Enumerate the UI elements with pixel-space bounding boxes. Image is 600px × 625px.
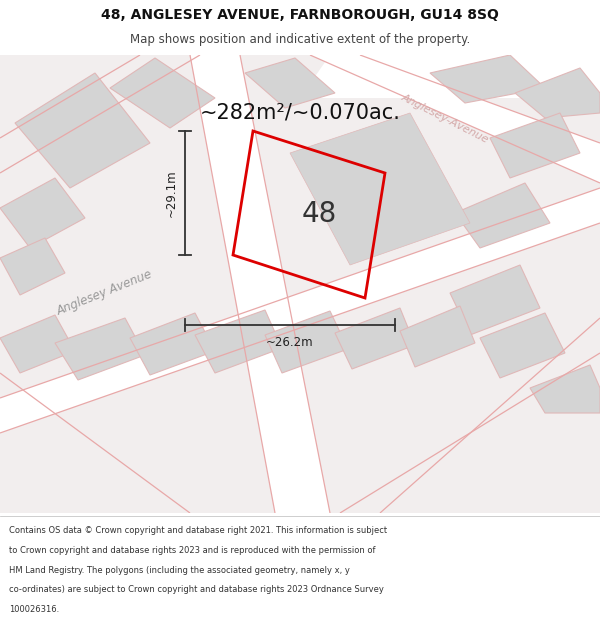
Polygon shape	[310, 55, 600, 183]
Polygon shape	[15, 73, 150, 188]
Text: Contains OS data © Crown copyright and database right 2021. This information is : Contains OS data © Crown copyright and d…	[9, 526, 387, 536]
Polygon shape	[130, 313, 215, 375]
Polygon shape	[0, 315, 75, 373]
Text: 48: 48	[301, 200, 337, 228]
Polygon shape	[55, 318, 145, 380]
Text: to Crown copyright and database rights 2023 and is reproduced with the permissio: to Crown copyright and database rights 2…	[9, 546, 376, 555]
Polygon shape	[515, 68, 600, 118]
Polygon shape	[430, 55, 545, 103]
Polygon shape	[0, 238, 65, 295]
Text: Anglesey Avenue: Anglesey Avenue	[55, 268, 155, 318]
Polygon shape	[400, 306, 475, 367]
Text: Anglesey-Avenue: Anglesey-Avenue	[400, 92, 490, 144]
Polygon shape	[335, 308, 415, 369]
Text: Map shows position and indicative extent of the property.: Map shows position and indicative extent…	[130, 33, 470, 46]
Polygon shape	[300, 55, 600, 98]
Text: ~29.1m: ~29.1m	[164, 169, 178, 217]
Polygon shape	[455, 183, 550, 248]
Polygon shape	[110, 58, 215, 128]
Polygon shape	[450, 265, 540, 335]
Text: 100026316.: 100026316.	[9, 605, 59, 614]
Polygon shape	[190, 55, 330, 513]
Polygon shape	[490, 113, 580, 178]
Text: ~282m²/~0.070ac.: ~282m²/~0.070ac.	[200, 103, 400, 123]
Text: ~26.2m: ~26.2m	[266, 336, 314, 349]
Text: HM Land Registry. The polygons (including the associated geometry, namely x, y: HM Land Registry. The polygons (includin…	[9, 566, 350, 574]
Polygon shape	[0, 55, 600, 513]
Polygon shape	[480, 313, 565, 378]
Polygon shape	[245, 58, 335, 108]
Text: co-ordinates) are subject to Crown copyright and database rights 2023 Ordnance S: co-ordinates) are subject to Crown copyr…	[9, 585, 384, 594]
Polygon shape	[530, 365, 600, 413]
Polygon shape	[265, 311, 348, 373]
Polygon shape	[0, 188, 600, 433]
Text: 48, ANGLESEY AVENUE, FARNBOROUGH, GU14 8SQ: 48, ANGLESEY AVENUE, FARNBOROUGH, GU14 8…	[101, 8, 499, 22]
Polygon shape	[0, 178, 85, 248]
Polygon shape	[290, 113, 470, 265]
Polygon shape	[195, 310, 282, 373]
